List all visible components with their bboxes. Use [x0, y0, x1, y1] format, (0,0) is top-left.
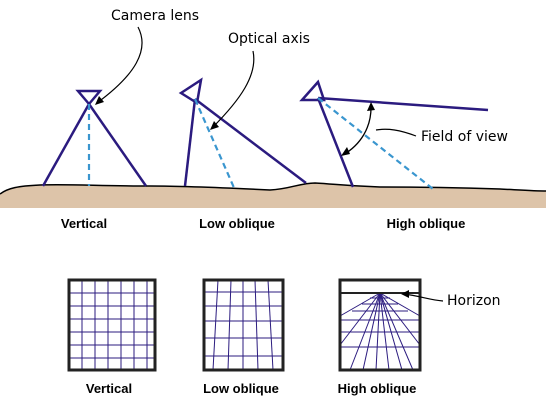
camera-leg [87, 103, 148, 187]
photo-frame [202, 278, 285, 372]
camera-leg [41, 103, 91, 187]
arrowhead-icon [401, 290, 409, 298]
camera-lens-icon [299, 79, 326, 102]
optical-axis-line [193, 98, 237, 191]
low-oblique-camera [178, 77, 307, 191]
arrowhead-icon [210, 121, 219, 130]
photo-frame [338, 278, 422, 372]
vertical-photo [67, 278, 157, 372]
horizon-leader [403, 293, 444, 302]
camera-lens-label: Camera lens [111, 8, 199, 24]
camera-lens-leader [96, 26, 143, 104]
camera-leg [183, 98, 197, 187]
camera-lens-icon [178, 77, 203, 106]
high-oblique-camera [299, 79, 489, 190]
photo-grid [339, 292, 421, 371]
camera-lens-icon [75, 89, 103, 106]
arrowhead-icon [95, 96, 104, 105]
optical-axis-line [317, 97, 434, 190]
ground-outline [0, 182, 546, 195]
field-of-view-leader [375, 128, 417, 137]
optical-axis-leader [211, 50, 255, 129]
camera-leg [317, 96, 489, 112]
camera-leg [194, 98, 307, 184]
low-oblique-photo [202, 278, 285, 372]
bottom-high-oblique-caption: High oblique [338, 381, 417, 396]
top-low-oblique-caption: Low oblique [199, 216, 275, 231]
vertical-camera [41, 89, 148, 187]
bottom-low-oblique-caption: Low oblique [203, 381, 279, 396]
photo-frame [67, 278, 157, 372]
top-high-oblique-caption: High oblique [387, 216, 466, 231]
field-of-view-label: Field of view [421, 129, 508, 145]
horizon-label: Horizon [447, 293, 501, 309]
high-oblique-photo [338, 278, 422, 372]
arrowhead-icon [367, 102, 375, 111]
camera-leg [316, 97, 355, 188]
arrowhead-icon [341, 147, 350, 156]
top-vertical-caption: Vertical [61, 216, 107, 231]
optical-axis-label: Optical axis [228, 31, 310, 47]
photo-grid [204, 279, 283, 371]
bottom-vertical-caption: Vertical [86, 381, 132, 396]
ground [0, 183, 546, 208]
photo-grid [69, 280, 155, 370]
